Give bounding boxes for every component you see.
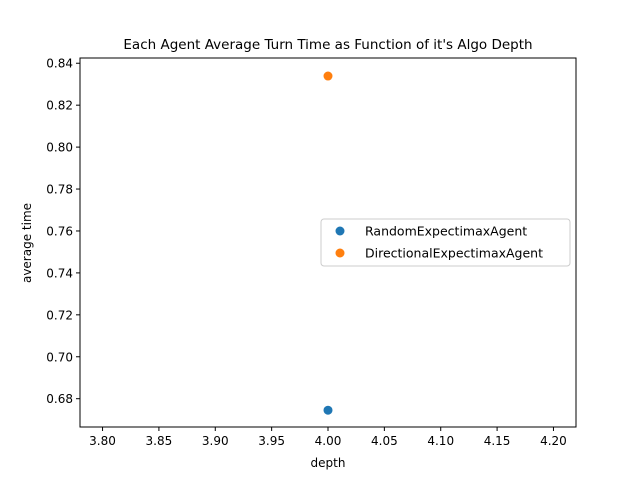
chart-title: Each Agent Average Turn Time as Function…	[123, 37, 532, 53]
data-points	[323, 71, 333, 415]
x-tick-label: 3.90	[202, 434, 229, 448]
y-tick-label: 0.78	[46, 183, 73, 197]
x-axis-ticks: 3.80 3.85 3.90 3.95 4.00 4.05 4.10 4.15 4.20	[89, 427, 567, 448]
x-axis-label: depth	[311, 456, 346, 470]
y-tick-label: 0.74	[46, 266, 73, 280]
y-tick-label: 0.72	[46, 308, 73, 322]
data-point	[323, 71, 333, 81]
y-axis-ticks: 0.68 0.70 0.72 0.74 0.76 0.78 0.80 0.82 0.84	[46, 57, 80, 406]
y-tick-label: 0.76	[46, 224, 73, 238]
legend: RandomExpectimaxAgent DirectionalExpectim…	[320, 218, 571, 267]
legend-marker	[335, 248, 345, 258]
y-tick-label: 0.70	[46, 350, 73, 364]
x-tick-label: 4.20	[540, 434, 567, 448]
x-tick-label: 3.85	[146, 434, 173, 448]
data-point	[323, 405, 333, 415]
y-tick-label: 0.84	[46, 57, 73, 71]
legend-marker	[335, 226, 345, 236]
x-tick-label: 4.05	[371, 434, 398, 448]
y-tick-label: 0.82	[46, 99, 73, 113]
legend-label: RandomExpectimaxAgent	[365, 224, 527, 239]
x-tick-label: 4.15	[484, 434, 511, 448]
x-tick-label: 3.95	[258, 434, 285, 448]
x-tick-label: 3.80	[89, 434, 116, 448]
legend-box	[320, 218, 571, 267]
y-tick-label: 0.80	[46, 141, 73, 155]
x-tick-label: 4.10	[427, 434, 454, 448]
y-tick-label: 0.68	[46, 392, 73, 406]
y-axis-label: average time	[20, 203, 34, 283]
legend-label: DirectionalExpectimaxAgent	[365, 246, 543, 261]
x-tick-label: 4.00	[315, 434, 342, 448]
